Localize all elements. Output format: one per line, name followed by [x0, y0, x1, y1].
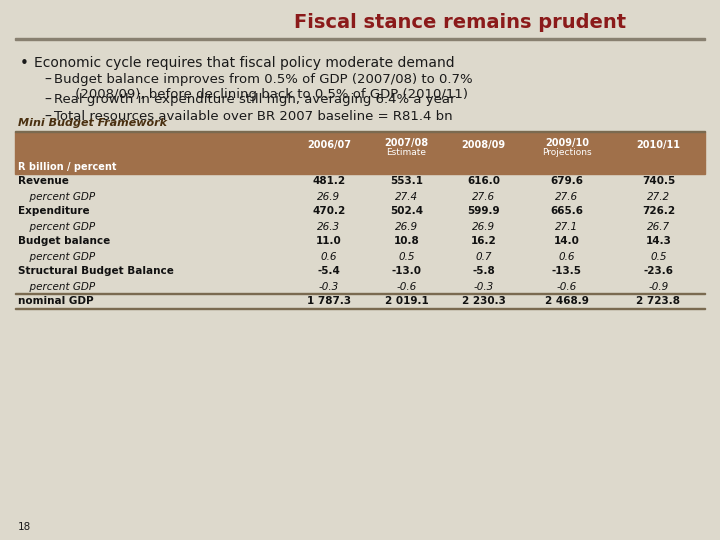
Text: -23.6: -23.6 — [644, 267, 673, 276]
Text: 0.5: 0.5 — [650, 252, 667, 261]
Text: Estimate: Estimate — [387, 148, 426, 157]
Text: –: – — [44, 73, 51, 87]
Text: Budget balance improves from 0.5% of GDP (2007/08) to 0.7%
     (2008/09), befor: Budget balance improves from 0.5% of GDP… — [54, 73, 472, 101]
Text: 27.6: 27.6 — [555, 192, 579, 201]
Text: 2009/10: 2009/10 — [545, 138, 589, 148]
Bar — [15, 160, 705, 174]
Text: Structural Budget Balance: Structural Budget Balance — [18, 267, 174, 276]
Text: Mini Budget Framework: Mini Budget Framework — [18, 118, 167, 128]
Text: Total resources available over BR 2007 baseline = R81.4 bn: Total resources available over BR 2007 b… — [54, 110, 453, 123]
Text: 0.6: 0.6 — [320, 252, 337, 261]
Text: percent GDP: percent GDP — [23, 252, 95, 261]
Text: 26.9: 26.9 — [472, 221, 495, 232]
Text: 0.5: 0.5 — [398, 252, 415, 261]
Text: 18: 18 — [18, 522, 31, 532]
Text: 599.9: 599.9 — [467, 206, 500, 217]
Text: 16.2: 16.2 — [471, 237, 496, 246]
Text: 14.3: 14.3 — [646, 237, 672, 246]
Text: –: – — [44, 110, 51, 124]
Text: -0.9: -0.9 — [649, 281, 669, 292]
Text: 27.6: 27.6 — [472, 192, 495, 201]
Text: 502.4: 502.4 — [390, 206, 423, 217]
Text: Budget balance: Budget balance — [18, 237, 110, 246]
Text: 2007/08: 2007/08 — [384, 138, 428, 148]
Text: Economic cycle requires that fiscal policy moderate demand: Economic cycle requires that fiscal poli… — [34, 56, 454, 70]
Text: -0.3: -0.3 — [473, 281, 494, 292]
Text: nominal GDP: nominal GDP — [18, 296, 94, 307]
Text: -13.0: -13.0 — [392, 267, 421, 276]
Text: 2 230.3: 2 230.3 — [462, 296, 505, 307]
Text: Fiscal stance remains prudent: Fiscal stance remains prudent — [294, 12, 626, 31]
Text: 0.7: 0.7 — [475, 252, 492, 261]
Text: Expenditure: Expenditure — [18, 206, 89, 217]
Text: percent GDP: percent GDP — [23, 221, 95, 232]
Text: 2 468.9: 2 468.9 — [545, 296, 589, 307]
Text: -5.8: -5.8 — [472, 267, 495, 276]
Text: 11.0: 11.0 — [316, 237, 342, 246]
Text: -13.5: -13.5 — [552, 267, 582, 276]
Text: 26.3: 26.3 — [318, 221, 341, 232]
Text: 553.1: 553.1 — [390, 177, 423, 186]
Text: 26.9: 26.9 — [318, 192, 341, 201]
Text: 2006/07: 2006/07 — [307, 140, 351, 150]
Text: -0.3: -0.3 — [319, 281, 339, 292]
Text: Projections: Projections — [542, 148, 592, 157]
Text: 665.6: 665.6 — [551, 206, 583, 217]
Text: -5.4: -5.4 — [318, 267, 341, 276]
Text: •: • — [20, 56, 29, 71]
Text: –: – — [44, 93, 51, 107]
Text: 740.5: 740.5 — [642, 177, 675, 186]
Text: 1 787.3: 1 787.3 — [307, 296, 351, 307]
Bar — [15, 293, 705, 294]
Text: 2008/09: 2008/09 — [462, 140, 505, 150]
Bar — [15, 131, 705, 132]
Text: 2010/11: 2010/11 — [636, 140, 680, 150]
Text: 27.2: 27.2 — [647, 192, 670, 201]
Text: 679.6: 679.6 — [551, 177, 583, 186]
Text: 26.9: 26.9 — [395, 221, 418, 232]
Text: percent GDP: percent GDP — [23, 281, 95, 292]
Text: 10.8: 10.8 — [394, 237, 419, 246]
Text: -0.6: -0.6 — [557, 281, 577, 292]
Text: 616.0: 616.0 — [467, 177, 500, 186]
Bar — [15, 132, 705, 160]
Text: 2 019.1: 2 019.1 — [384, 296, 428, 307]
Text: -0.6: -0.6 — [397, 281, 417, 292]
Text: 26.7: 26.7 — [647, 221, 670, 232]
Text: 14.0: 14.0 — [554, 237, 580, 246]
Text: 0.6: 0.6 — [559, 252, 575, 261]
Text: 481.2: 481.2 — [312, 177, 346, 186]
Text: R billion / percent: R billion / percent — [18, 162, 117, 172]
Text: 470.2: 470.2 — [312, 206, 346, 217]
Text: 27.1: 27.1 — [555, 221, 579, 232]
Text: 2 723.8: 2 723.8 — [636, 296, 680, 307]
Bar — [15, 37, 705, 40]
Text: 726.2: 726.2 — [642, 206, 675, 217]
Bar — [15, 307, 705, 309]
Text: Revenue: Revenue — [18, 177, 69, 186]
Text: percent GDP: percent GDP — [23, 192, 95, 201]
Text: 27.4: 27.4 — [395, 192, 418, 201]
Text: Real growth in expenditure still high, averaging 6.4% a year: Real growth in expenditure still high, a… — [54, 93, 456, 106]
